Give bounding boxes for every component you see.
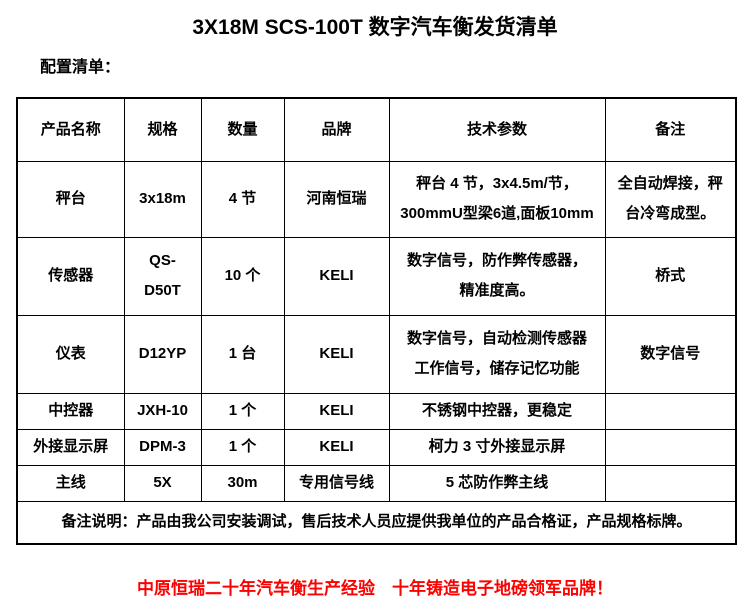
cell-remark: 数字信号 <box>604 314 737 394</box>
cell-product-name: 传感器 <box>16 236 125 316</box>
footer-slogan: 中原恒瑞二十年汽车衡生产经验 十年铸造电子地磅领军品牌！ <box>137 579 613 598</box>
table-row: 传感器 QS-D50T 10 个 KELI 数字信号，防作弊传感器， 精准度高。… <box>16 236 737 316</box>
table-row: 主线 5X 30m 专用信号线 5 芯防作弊主线 <box>16 464 737 502</box>
cell-product-name: 秤台 <box>16 160 125 238</box>
cell-tech-params: 数字信号，自动检测传感器 工作信号，储存记忆功能 <box>388 314 606 394</box>
col-header-tech-params: 技术参数 <box>388 97 606 162</box>
cell-brand: KELI <box>283 314 390 394</box>
cell-spec: QS-D50T <box>123 236 202 316</box>
table-row: 中控器 JXH-10 1 个 KELI 不锈钢中控器，更稳定 <box>16 392 737 430</box>
table-row: 仪表 D12YP 1 台 KELI 数字信号，自动检测传感器 工作信号，储存记忆… <box>16 314 737 394</box>
cell-product-name: 仪表 <box>16 314 125 394</box>
cell-remark <box>604 392 737 430</box>
cell-spec: 3x18m <box>123 160 202 238</box>
table-row: 秤台 3x18m 4 节 河南恒瑞 秤台 4 节，3x4.5m/节， 300mm… <box>16 160 737 238</box>
cell-spec: DPM-3 <box>123 428 202 466</box>
col-header-remark: 备注 <box>604 97 737 162</box>
col-header-product-name: 产品名称 <box>16 97 125 162</box>
cell-remark <box>604 428 737 466</box>
shipping-list-table: 产品名称 规格 数量 品牌 技术参数 备注 秤台 3x18m 4 节 河南恒瑞 … <box>16 97 737 545</box>
table-note-row: 备注说明：产品由我公司安装调试，售后技术人员应提供我单位的产品合格证，产品规格标… <box>16 500 737 545</box>
cell-tech-params: 5 芯防作弊主线 <box>388 464 606 502</box>
cell-qty: 4 节 <box>200 160 285 238</box>
cell-remark <box>604 464 737 502</box>
cell-brand: KELI <box>283 236 390 316</box>
cell-tech-params: 不锈钢中控器，更稳定 <box>388 392 606 430</box>
cell-spec: JXH-10 <box>123 392 202 430</box>
cell-product-name: 外接显示屏 <box>16 428 125 466</box>
config-list-label: 配置清单： <box>40 59 121 76</box>
cell-qty: 10 个 <box>200 236 285 316</box>
cell-qty: 1 个 <box>200 392 285 430</box>
cell-remark: 全自动焊接，秤台冷弯成型。 <box>604 160 737 238</box>
cell-brand: KELI <box>283 392 390 430</box>
cell-product-name: 主线 <box>16 464 125 502</box>
cell-remark: 桥式 <box>604 236 737 316</box>
cell-spec: D12YP <box>123 314 202 394</box>
cell-product-name: 中控器 <box>16 392 125 430</box>
note-text: 备注说明：产品由我公司安装调试，售后技术人员应提供我单位的产品合格证，产品规格标… <box>16 500 737 545</box>
table-header-row: 产品名称 规格 数量 品牌 技术参数 备注 <box>16 97 737 162</box>
cell-spec: 5X <box>123 464 202 502</box>
cell-qty: 30m <box>200 464 285 502</box>
cell-brand: 河南恒瑞 <box>283 160 390 238</box>
page-title: 3X18M SCS-100T 数字汽车衡发货清单 <box>192 16 558 39</box>
cell-tech-params: 数字信号，防作弊传感器， 精准度高。 <box>388 236 606 316</box>
table-row: 外接显示屏 DPM-3 1 个 KELI 柯力 3 寸外接显示屏 <box>16 428 737 466</box>
col-header-brand: 品牌 <box>283 97 390 162</box>
col-header-spec: 规格 <box>123 97 202 162</box>
cell-qty: 1 个 <box>200 428 285 466</box>
cell-tech-params: 柯力 3 寸外接显示屏 <box>388 428 606 466</box>
col-header-qty: 数量 <box>200 97 285 162</box>
cell-brand: 专用信号线 <box>283 464 390 502</box>
cell-brand: KELI <box>283 428 390 466</box>
cell-tech-params: 秤台 4 节，3x4.5m/节， 300mmU型梁6道,面板10mm <box>388 160 606 238</box>
cell-qty: 1 台 <box>200 314 285 394</box>
